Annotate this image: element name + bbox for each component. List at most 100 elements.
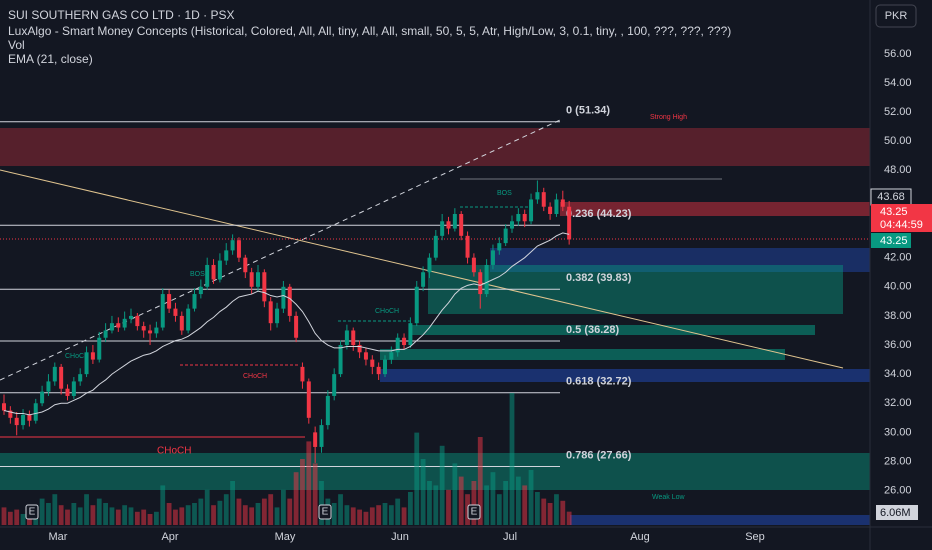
currency-button[interactable] [875, 4, 917, 28]
volume-bar [535, 492, 540, 525]
volume-bar [71, 503, 77, 525]
candle-body [313, 432, 318, 447]
candle-body [440, 221, 445, 236]
volume-bar [382, 503, 388, 525]
volume-bar [115, 509, 121, 525]
candle-body [122, 318, 127, 328]
candle-body [236, 240, 241, 258]
volume-bar [46, 503, 51, 525]
volume-label: 6.06M [880, 507, 911, 519]
candle-body [567, 206, 572, 240]
volume-bar [1, 507, 7, 525]
y-tick-label: 26.00 [884, 485, 912, 497]
candle-body [160, 294, 165, 328]
fib-label: 0.618 (32.72) [566, 376, 632, 388]
candle-body [154, 327, 159, 334]
candle-body [294, 315, 299, 338]
volume-bar [312, 463, 318, 525]
volume-bar [484, 485, 489, 525]
earnings-marker [25, 504, 39, 520]
volume-bar [109, 507, 115, 525]
y-tick-label: 48.00 [884, 164, 912, 176]
candle-body [376, 366, 381, 375]
earnings-label: E [471, 507, 478, 518]
volume-bar [65, 509, 70, 525]
volume-bar [7, 511, 13, 525]
candle-body [452, 214, 457, 229]
price-badge [871, 204, 932, 232]
volume-bar [166, 503, 172, 525]
x-tick-label: Jun [391, 531, 409, 543]
x-tick-label: May [275, 531, 296, 543]
candle-body [522, 214, 527, 222]
candle-body [21, 414, 26, 426]
volume-bar [217, 500, 223, 525]
volume-bar [369, 507, 375, 525]
candle-body [59, 366, 64, 389]
candle-body [351, 330, 356, 346]
indicator-label: EMA (21, close) [8, 52, 93, 66]
volume-bar [541, 498, 547, 525]
smc-label: CHoCH [243, 373, 267, 380]
volume-badge [876, 505, 918, 520]
volume-bar [179, 507, 185, 525]
candle-body [103, 330, 108, 338]
supply-zone [0, 128, 870, 166]
volume-bar [566, 511, 572, 525]
volume-bar [287, 498, 293, 525]
candle-body [389, 352, 394, 360]
candle-body [319, 425, 324, 447]
fib-label: 0.382 (39.83) [566, 272, 632, 284]
candle-body [497, 243, 502, 251]
y-tick-label: 52.00 [884, 106, 912, 118]
candle-body [230, 240, 235, 251]
candle-body [2, 403, 6, 411]
candle-body [516, 214, 521, 222]
candle-body [287, 286, 292, 316]
smc-label: Strong High [650, 114, 687, 121]
volume-bar [446, 489, 451, 525]
y-tick-label: 50.00 [884, 135, 912, 147]
volume-bar [560, 500, 566, 525]
candle-body [141, 326, 146, 331]
volume-bar [554, 494, 559, 525]
candle-body [300, 366, 305, 382]
candle-body [129, 315, 133, 319]
volume-bar [84, 494, 89, 525]
supply-zone [560, 202, 870, 216]
volume-bar [230, 481, 235, 525]
candle-body [173, 308, 178, 316]
volume-bar [338, 494, 343, 525]
volume-bar [141, 509, 147, 525]
volume-bar [344, 505, 350, 525]
candle-body [205, 264, 210, 287]
candle-body [560, 199, 565, 207]
fvg-zone [410, 325, 815, 335]
candle-body [40, 391, 45, 404]
fib-label: 0.5 (36.28) [566, 324, 620, 336]
y-tick-label: 32.00 [884, 397, 912, 409]
currency[interactable]: PKR [885, 10, 908, 22]
candle-body [332, 374, 337, 396]
candle-body [535, 192, 540, 200]
volume-bar [154, 511, 159, 525]
volume-bar [306, 441, 312, 525]
candle-body [306, 381, 311, 418]
candle-body [503, 228, 508, 244]
x-tick-label: Jul [503, 531, 517, 543]
volume-bar [249, 507, 255, 525]
volume-bar [281, 489, 286, 525]
candle-body [262, 272, 267, 302]
volume-bar [90, 505, 96, 525]
volume-bar [14, 509, 20, 525]
volume-bar [376, 505, 382, 525]
earnings-marker [318, 504, 332, 520]
volume-bar [173, 509, 178, 525]
y-tick-label: 34.00 [884, 368, 912, 380]
volume-bar [185, 505, 191, 525]
candle-body [541, 192, 546, 207]
candle-body [198, 286, 203, 295]
candle-body [529, 199, 534, 222]
trend-line [0, 119, 561, 381]
